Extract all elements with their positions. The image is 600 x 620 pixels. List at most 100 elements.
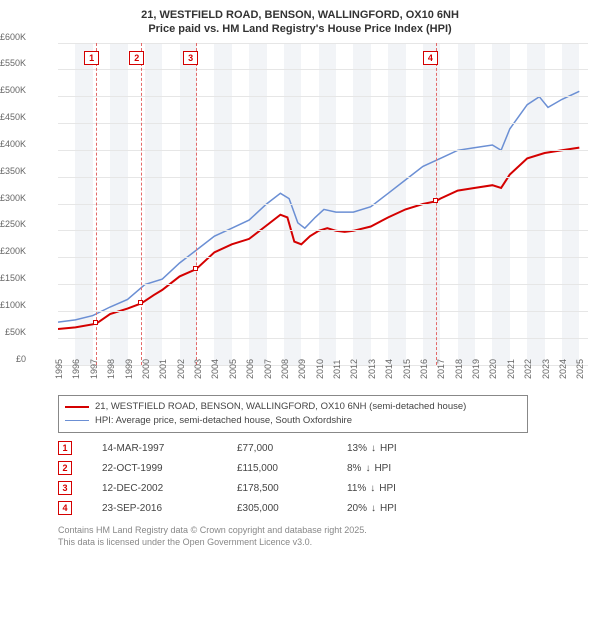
event-index-box: 3 (58, 481, 72, 495)
y-tick-label: £550K (0, 58, 26, 68)
y-tick-label: £350K (0, 166, 26, 176)
x-tick-label: 2000 (141, 359, 151, 379)
y-tick-label: £500K (0, 85, 26, 95)
x-tick-label: 2014 (384, 359, 394, 379)
event-dashline (141, 43, 142, 365)
x-tick-label: 1996 (71, 359, 81, 379)
plot-area: 1 2 3 4 (58, 43, 588, 365)
y-tick-label: £100K (0, 300, 26, 310)
y-tick-label: £600K (0, 32, 26, 42)
event-row: 2 22-OCT-1999 £115,000 8% ↓ HPI (58, 461, 590, 475)
legend: 21, WESTFIELD ROAD, BENSON, WALLINGFORD,… (58, 395, 528, 434)
x-tick-label: 2004 (210, 359, 220, 379)
gridline (58, 69, 588, 70)
event-label: 2 (129, 51, 144, 65)
legend-row-2: HPI: Average price, semi-detached house,… (65, 414, 521, 428)
event-delta: 20% ↓ HPI (347, 503, 397, 514)
event-row: 312-DEC-2002£178,50011% ↓ HPI (58, 481, 590, 495)
event-marker (138, 300, 143, 305)
x-tick-label: 2011 (332, 359, 342, 378)
event-label: 3 (183, 51, 198, 65)
event-date: 14-MAR-1997 (102, 443, 207, 454)
gridline (58, 177, 588, 178)
event-delta: 13% ↓ HPI (347, 443, 397, 454)
event-label: 1 (84, 51, 99, 65)
gridline (58, 150, 588, 151)
x-tick-label: 2018 (454, 359, 464, 379)
x-tick-label: 2009 (297, 359, 307, 379)
y-tick-label: £50K (5, 327, 26, 337)
x-tick-label: 2010 (315, 359, 325, 379)
series-line-hpi (58, 91, 579, 322)
x-tick-label: 2013 (367, 359, 377, 379)
event-index-box: 2 (58, 461, 72, 475)
y-tick-label: £300K (0, 193, 26, 203)
title-line-1: 21, WESTFIELD ROAD, BENSON, WALLINGFORD,… (10, 8, 590, 22)
event-delta: 8% ↓ HPI (347, 463, 391, 474)
event-row: 1 14-MAR-1997 £77,000 13% ↓ HPI (58, 441, 590, 455)
gridline (58, 338, 588, 339)
legend-label-1: 21, WESTFIELD ROAD, BENSON, WALLINGFORD,… (95, 400, 466, 414)
footnote: Contains HM Land Registry data © Crown c… (58, 525, 548, 548)
y-tick-label: £0 (16, 354, 26, 364)
y-tick-label: £250K (0, 219, 26, 229)
gridline (58, 257, 588, 258)
event-price: £305,000 (237, 503, 317, 514)
event-marker (433, 198, 438, 203)
x-tick-label: 1997 (89, 359, 99, 379)
x-tick-label: 2002 (176, 359, 186, 379)
legend-label-2: HPI: Average price, semi-detached house,… (95, 414, 352, 428)
event-index-box: 1 (58, 441, 72, 455)
x-tick-label: 2007 (263, 359, 273, 379)
y-tick-label: £200K (0, 246, 26, 256)
event-index-box: 4 (58, 501, 72, 515)
footnote-line-1: Contains HM Land Registry data © Crown c… (58, 525, 548, 537)
y-tick-label: £150K (0, 273, 26, 283)
y-tick-label: £450K (0, 112, 26, 122)
x-tick-label: 2003 (193, 359, 203, 379)
gridline (58, 123, 588, 124)
gridline (58, 230, 588, 231)
events-table: 1 14-MAR-1997 £77,000 13% ↓ HPI 2 22-OCT-1999… (58, 441, 590, 515)
event-marker (93, 320, 98, 325)
x-tick-label: 2023 (541, 359, 551, 379)
event-price: £115,000 (237, 463, 317, 474)
gridline (58, 43, 588, 44)
y-axis-labels: £0£50K£100K£150K£200K£250K£300K£350K£400… (0, 37, 28, 373)
event-dashline (96, 43, 97, 365)
x-tick-label: 2017 (436, 359, 446, 379)
x-tick-label: 1999 (124, 359, 134, 379)
arrow-down-icon: ↓ (370, 483, 375, 494)
arrow-down-icon: ↓ (371, 503, 376, 514)
x-tick-label: 2006 (245, 359, 255, 379)
event-price: £77,000 (237, 443, 317, 454)
x-tick-label: 2016 (419, 359, 429, 379)
legend-swatch-1 (65, 406, 89, 408)
x-tick-label: 2024 (558, 359, 568, 379)
event-row: 423-SEP-2016£305,00020% ↓ HPI (58, 501, 590, 515)
event-marker (193, 266, 198, 271)
gridline (58, 204, 588, 205)
chart-container: £0£50K£100K£150K£200K£250K£300K£350K£400… (28, 43, 588, 383)
legend-swatch-2 (65, 420, 89, 421)
gridline (58, 96, 588, 97)
x-tick-label: 1995 (54, 359, 64, 379)
x-axis-labels: 1995199619971998199920002001200220032004… (58, 367, 588, 385)
x-tick-label: 2005 (228, 359, 238, 379)
arrow-down-icon: ↓ (365, 463, 370, 474)
x-tick-label: 2020 (488, 359, 498, 379)
event-date: 12-DEC-2002 (102, 483, 207, 494)
arrow-down-icon: ↓ (371, 443, 376, 454)
event-label: 4 (423, 51, 438, 65)
event-dashline (196, 43, 197, 365)
x-tick-label: 2022 (523, 359, 533, 379)
x-tick-label: 2015 (402, 359, 412, 379)
x-tick-label: 2019 (471, 359, 481, 379)
event-date: 22-OCT-1999 (102, 463, 207, 474)
x-tick-label: 1998 (106, 359, 116, 379)
x-tick-label: 2021 (506, 359, 516, 379)
x-tick-label: 2025 (575, 359, 585, 379)
gridline (58, 284, 588, 285)
x-tick-label: 2012 (349, 359, 359, 379)
x-tick-label: 2008 (280, 359, 290, 379)
